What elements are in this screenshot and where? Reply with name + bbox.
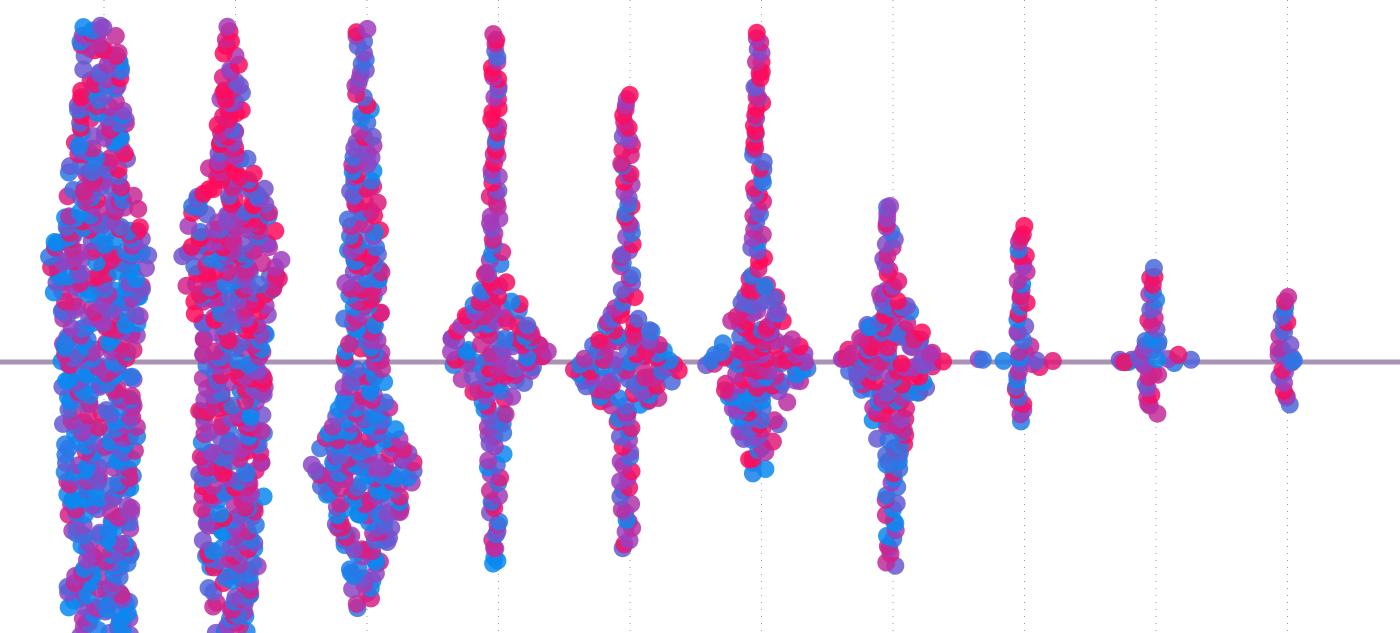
- data-point: [496, 330, 514, 348]
- data-point: [1145, 259, 1163, 277]
- data-point: [714, 334, 732, 352]
- data-point: [110, 44, 128, 62]
- data-point: [484, 25, 502, 43]
- data-point: [1015, 217, 1033, 235]
- grid-lines: [104, 0, 1288, 633]
- data-point: [881, 197, 899, 215]
- data-point: [97, 401, 115, 419]
- data-point: [1044, 352, 1062, 370]
- data-point: [1279, 288, 1297, 306]
- data-point: [995, 352, 1013, 370]
- data-point: [358, 20, 376, 38]
- data-point: [497, 273, 515, 291]
- data-point: [621, 86, 639, 104]
- data-point: [518, 317, 536, 335]
- data-point: [131, 218, 149, 236]
- data-points: [40, 17, 1303, 633]
- data-point: [748, 24, 766, 42]
- data-point: [629, 310, 647, 328]
- data-point: [94, 19, 112, 37]
- data-point: [218, 18, 236, 36]
- data-point: [303, 456, 321, 474]
- data-point: [241, 408, 259, 426]
- data-point: [783, 330, 801, 348]
- data-point: [974, 351, 992, 369]
- data-point: [74, 18, 92, 36]
- data-point: [1169, 346, 1187, 364]
- data-point: [122, 499, 140, 517]
- data-point: [497, 405, 515, 423]
